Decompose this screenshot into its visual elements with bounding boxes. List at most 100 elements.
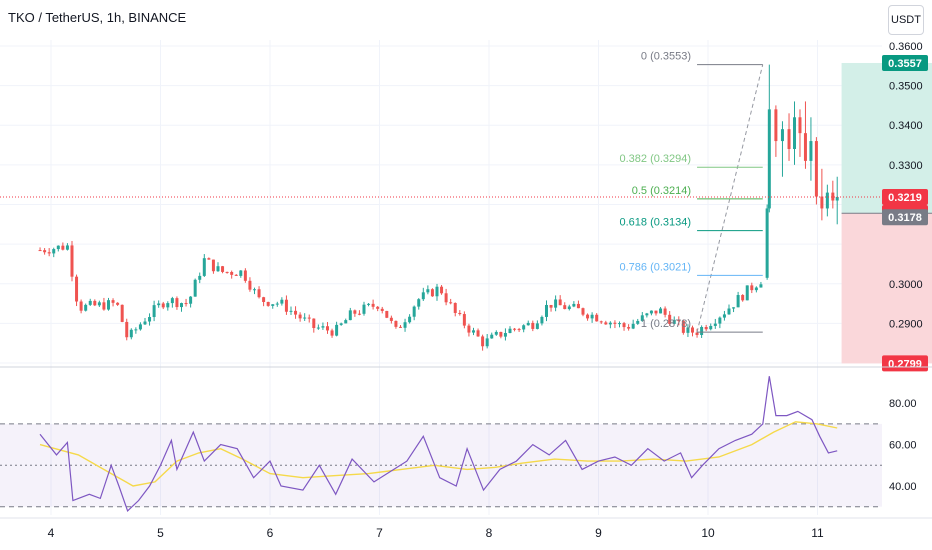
loss-zone	[841, 213, 932, 364]
y-tick-label: 0.3300	[889, 160, 923, 172]
candle-body	[549, 304, 553, 308]
candle-body	[736, 295, 740, 308]
candle-body	[88, 300, 92, 305]
candle-body	[143, 321, 147, 325]
candle-body	[389, 317, 393, 321]
candle-body	[727, 308, 731, 315]
candle-body	[499, 331, 503, 337]
candle-body	[462, 314, 466, 326]
price-label-bg	[882, 209, 928, 226]
candle-body	[787, 129, 791, 149]
candle-body	[335, 324, 339, 336]
candle-body	[558, 299, 562, 306]
candle-body	[262, 297, 266, 302]
currency-button[interactable]: USDT	[888, 5, 924, 35]
candle-body	[517, 329, 521, 331]
price-label-text: 0.2799	[888, 358, 922, 370]
candle-body	[690, 327, 694, 333]
candle-body	[339, 323, 343, 325]
candle-body	[248, 280, 252, 290]
candle-body	[102, 302, 106, 310]
candle-body	[189, 296, 193, 304]
candle-body	[284, 299, 288, 312]
candle-body	[111, 300, 115, 303]
candle-body	[554, 299, 558, 308]
candle-body	[563, 305, 567, 310]
candle-body	[503, 333, 507, 337]
candle-body	[294, 310, 298, 315]
candle-body	[330, 330, 334, 336]
candle-body	[403, 322, 407, 328]
candle-body	[540, 316, 544, 324]
candle-body	[239, 270, 243, 276]
candle-body	[225, 271, 229, 273]
price-label: 0.3178	[882, 209, 928, 226]
candle-body	[531, 322, 535, 329]
candle-body	[732, 307, 736, 309]
candle-body	[157, 303, 161, 306]
y-tick-label: 0.3500	[889, 81, 923, 93]
candle-body	[494, 331, 498, 335]
candle-body	[298, 314, 302, 319]
candle-body	[43, 250, 47, 253]
candle-body	[175, 298, 179, 308]
x-tick-label: 10	[701, 526, 715, 540]
candle-body	[663, 308, 667, 315]
candle-body	[207, 258, 211, 260]
rsi-tick-label: 40.00	[889, 481, 917, 493]
candle-body	[774, 109, 778, 142]
candle-body	[161, 303, 165, 308]
candle-body	[316, 327, 320, 329]
candle-body	[357, 313, 361, 315]
candle-body	[312, 318, 316, 329]
candle-body	[348, 310, 352, 321]
candle-body	[321, 326, 325, 328]
candle-body	[535, 323, 539, 329]
fib-level-label: 0.5 (0.3214)	[632, 185, 691, 197]
x-tick-label: 5	[157, 526, 164, 540]
candle-body	[745, 285, 749, 301]
candle-body	[408, 316, 412, 323]
candle-body	[453, 302, 457, 313]
fib-retracement[interactable]: 0 (0.3553) 0.382 (0.3294) 0.5 (0.3214) 0.61…	[619, 51, 764, 333]
candle-body	[280, 299, 284, 304]
candle-body	[202, 258, 206, 276]
rsi-pane: 80.00 60.00 40.00	[0, 376, 917, 512]
candle-body	[576, 303, 580, 309]
candle-body	[221, 266, 225, 272]
candle-body	[709, 325, 713, 330]
candle-body	[152, 305, 156, 318]
grid-lines	[0, 40, 882, 515]
candle-body	[398, 326, 402, 328]
x-tick-label: 8	[486, 526, 493, 540]
candle-body	[700, 327, 704, 335]
candle-body	[765, 208, 769, 278]
candle-body	[394, 320, 398, 327]
candle-body	[522, 325, 526, 330]
candle-body	[613, 322, 617, 324]
candle-body	[444, 293, 448, 303]
candle-body	[303, 317, 307, 319]
candle-body	[148, 317, 152, 322]
candle-body	[704, 327, 708, 330]
position-zones	[841, 62, 932, 364]
candle-body	[56, 245, 60, 250]
candle-body	[793, 117, 797, 149]
candle-body	[211, 259, 215, 272]
price-label-text: 0.3557	[888, 58, 922, 70]
candle-body	[467, 325, 471, 333]
candle-body	[604, 322, 608, 325]
candle-body	[681, 320, 685, 333]
price-label: 0.2799	[882, 355, 928, 372]
fib-level-label: 0.786 (0.3021)	[619, 261, 691, 273]
candle-body	[544, 304, 548, 317]
x-tick-label: 6	[267, 526, 274, 540]
candle-body	[125, 321, 129, 338]
candle-body	[234, 274, 238, 276]
candle-body	[243, 270, 247, 281]
candle-body	[166, 303, 170, 308]
candle-body	[581, 308, 585, 315]
